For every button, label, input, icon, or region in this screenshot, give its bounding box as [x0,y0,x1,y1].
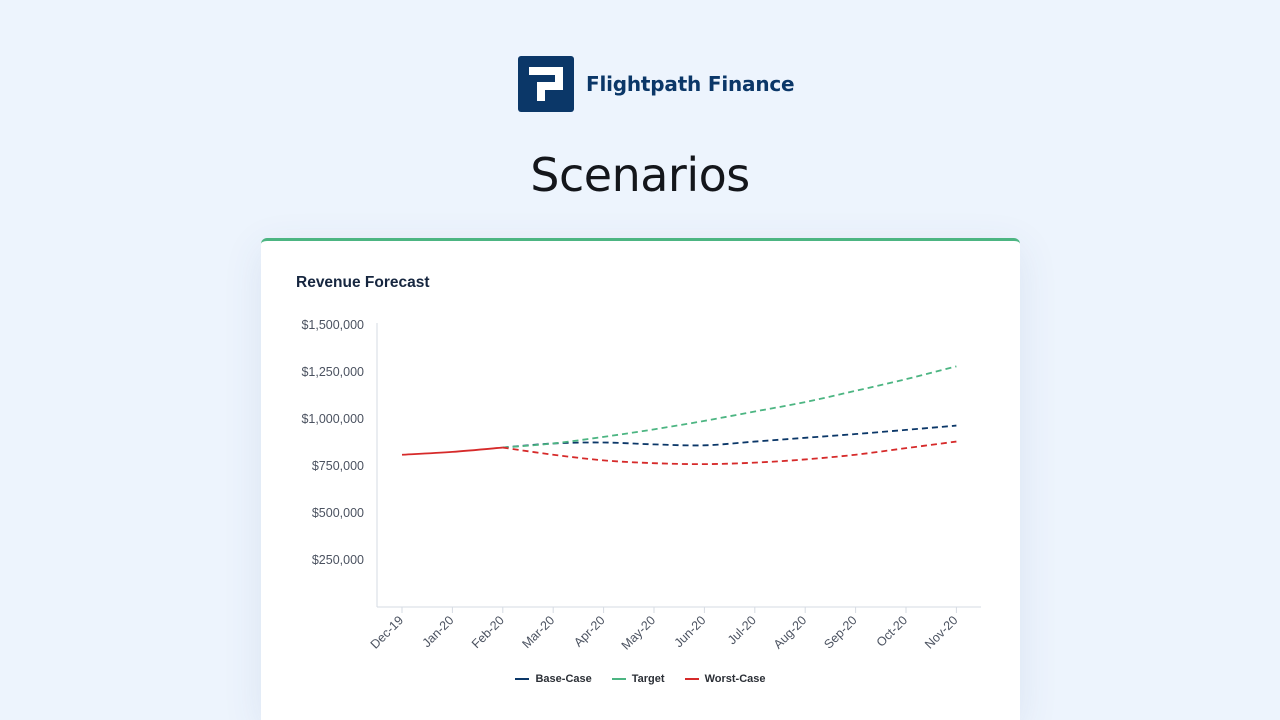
flightpath-logo-icon [518,56,574,112]
x-tick-label: Apr-20 [571,613,607,649]
legend-item-base-case[interactable]: Base-Case [515,673,592,685]
revenue-forecast-card: Revenue Forecast $250,000 $500,000 $750,00… [261,238,1020,720]
x-tick-label: May-20 [619,613,658,652]
chart-title: Revenue Forecast [296,274,430,291]
series-line-base-case [502,424,957,449]
x-tick-label: Nov-20 [922,613,960,651]
brand: Flightpath Finance [518,56,795,112]
legend-item-target[interactable]: Target [611,673,665,685]
chart-legend: Base-Case Target Worst-Case [261,673,1020,685]
x-tick-label: Dec-19 [368,613,406,651]
x-tick-label: Jun-20 [672,613,709,650]
legend-item-worst-case[interactable]: Worst-Case [684,673,766,685]
y-tick-label: $1,000,000 [301,412,364,426]
y-tick-label: $1,250,000 [301,365,364,379]
x-tick-label: Jul-20 [725,613,759,647]
legend-label: Worst-Case [704,673,766,685]
y-tick-label: $750,000 [312,459,364,473]
revenue-forecast-chart: $250,000 $500,000 $750,000 $1,000,000 $1,250… [301,318,981,653]
legend-label: Target [631,673,665,685]
legend-label: Base-Case [535,673,592,685]
page-title: Scenarios [530,148,750,202]
x-tick-label: Jan-20 [420,613,457,650]
y-tick-label: $500,000 [312,506,364,520]
x-tick-label: Oct-20 [874,613,910,649]
y-tick-label: $250,000 [312,553,364,567]
legend-swatch [684,678,699,680]
legend-swatch [611,678,626,680]
x-tick-label: Feb-20 [469,613,507,651]
series-line-target [502,365,957,449]
y-tick-label: $1,500,000 [301,318,364,332]
x-tick-label: Mar-20 [519,613,557,651]
legend-swatch [515,678,530,680]
x-tick-label: Sep-20 [821,613,859,651]
brand-name: Flightpath Finance [586,72,795,96]
series-line-worst-case [502,440,957,466]
x-tick-label: Aug-20 [771,613,809,651]
actual-revenue-line [401,446,503,456]
